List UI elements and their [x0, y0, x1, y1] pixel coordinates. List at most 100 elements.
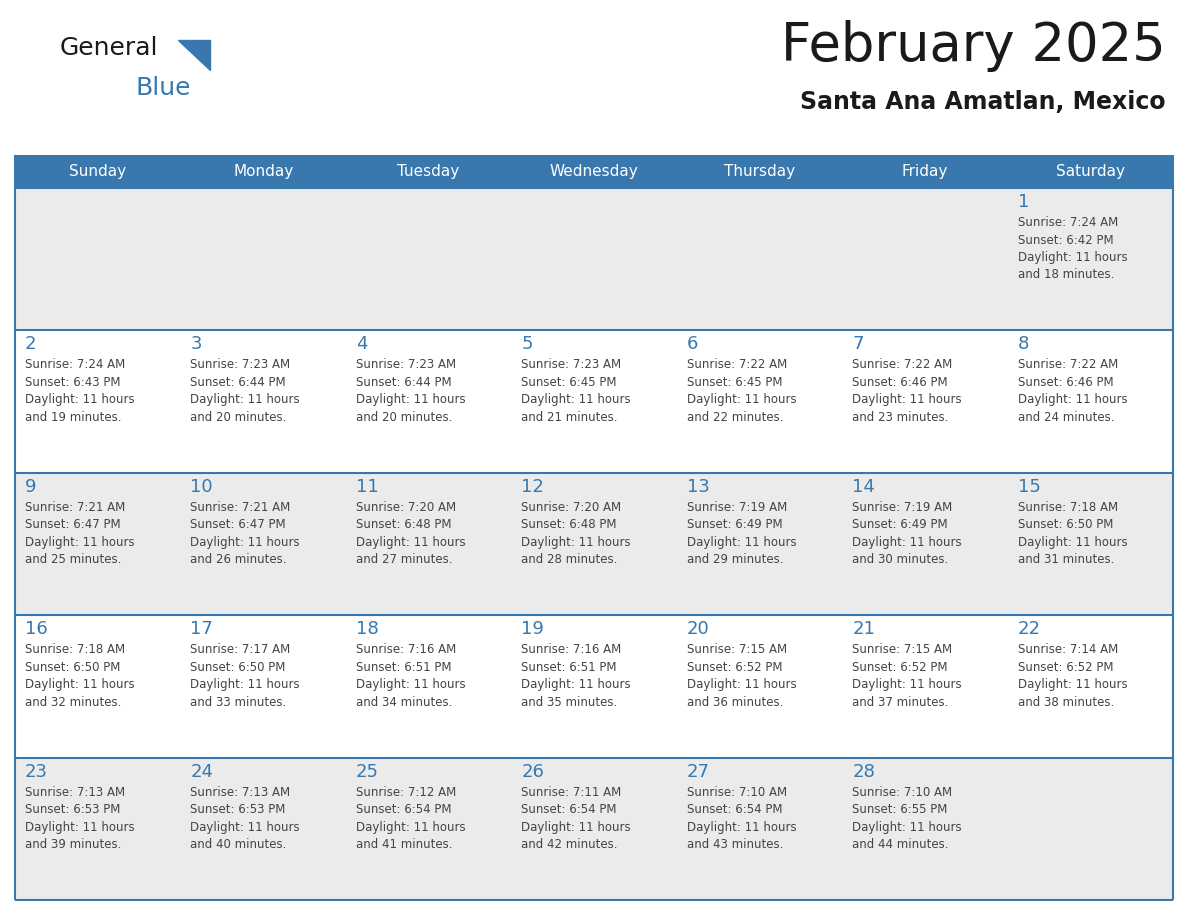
Text: Daylight: 11 hours: Daylight: 11 hours: [190, 821, 301, 834]
Text: and 43 minutes.: and 43 minutes.: [687, 838, 783, 851]
Text: Daylight: 11 hours: Daylight: 11 hours: [687, 678, 796, 691]
Bar: [1007, 473, 1173, 615]
Text: and 38 minutes.: and 38 minutes.: [1018, 696, 1114, 709]
Text: Monday: Monday: [233, 164, 293, 179]
Text: Sunset: 6:52 PM: Sunset: 6:52 PM: [1018, 661, 1113, 674]
Text: and 28 minutes.: and 28 minutes.: [522, 554, 618, 566]
Text: Daylight: 11 hours: Daylight: 11 hours: [522, 678, 631, 691]
Text: Saturday: Saturday: [1056, 164, 1125, 179]
Text: Sunset: 6:53 PM: Sunset: 6:53 PM: [25, 803, 120, 816]
Bar: [511, 473, 677, 615]
Text: Sunrise: 7:14 AM: Sunrise: 7:14 AM: [1018, 644, 1118, 656]
Text: Daylight: 11 hours: Daylight: 11 hours: [1018, 678, 1127, 691]
Bar: [511, 330, 677, 473]
Text: 13: 13: [687, 477, 709, 496]
Text: and 32 minutes.: and 32 minutes.: [25, 696, 121, 709]
Text: Tuesday: Tuesday: [398, 164, 460, 179]
Bar: [842, 188, 1007, 330]
Text: General: General: [61, 36, 158, 60]
Text: Sunrise: 7:23 AM: Sunrise: 7:23 AM: [190, 358, 291, 372]
Text: Sunrise: 7:17 AM: Sunrise: 7:17 AM: [190, 644, 291, 656]
Text: 6: 6: [687, 335, 699, 353]
Text: Sunset: 6:47 PM: Sunset: 6:47 PM: [190, 519, 286, 532]
Text: Sunrise: 7:10 AM: Sunrise: 7:10 AM: [687, 786, 786, 799]
Text: and 36 minutes.: and 36 minutes.: [687, 696, 783, 709]
Text: Daylight: 11 hours: Daylight: 11 hours: [687, 394, 796, 407]
Text: 3: 3: [190, 335, 202, 353]
Text: Sunrise: 7:19 AM: Sunrise: 7:19 AM: [687, 501, 786, 514]
Text: and 22 minutes.: and 22 minutes.: [687, 411, 783, 424]
Text: Daylight: 11 hours: Daylight: 11 hours: [356, 821, 466, 834]
Text: Sunset: 6:47 PM: Sunset: 6:47 PM: [25, 519, 121, 532]
Text: Daylight: 11 hours: Daylight: 11 hours: [1018, 536, 1127, 549]
Text: and 26 minutes.: and 26 minutes.: [190, 554, 287, 566]
Text: Daylight: 11 hours: Daylight: 11 hours: [25, 536, 134, 549]
Text: 14: 14: [852, 477, 876, 496]
Text: Daylight: 11 hours: Daylight: 11 hours: [356, 678, 466, 691]
Text: and 42 minutes.: and 42 minutes.: [522, 838, 618, 851]
Bar: [511, 188, 677, 330]
Text: and 24 minutes.: and 24 minutes.: [1018, 411, 1114, 424]
Text: Sunset: 6:52 PM: Sunset: 6:52 PM: [687, 661, 782, 674]
Bar: [842, 330, 1007, 473]
Bar: [15, 757, 181, 900]
Text: and 27 minutes.: and 27 minutes.: [356, 554, 453, 566]
Bar: [677, 473, 842, 615]
Text: Daylight: 11 hours: Daylight: 11 hours: [852, 821, 962, 834]
Text: Sunset: 6:42 PM: Sunset: 6:42 PM: [1018, 233, 1113, 247]
Text: 10: 10: [190, 477, 213, 496]
Bar: [181, 188, 346, 330]
Text: and 34 minutes.: and 34 minutes.: [356, 696, 453, 709]
Text: Sunset: 6:49 PM: Sunset: 6:49 PM: [852, 519, 948, 532]
Text: Santa Ana Amatlan, Mexico: Santa Ana Amatlan, Mexico: [801, 90, 1165, 114]
Text: 25: 25: [356, 763, 379, 780]
Text: Sunrise: 7:15 AM: Sunrise: 7:15 AM: [687, 644, 786, 656]
Text: 18: 18: [356, 621, 379, 638]
Bar: [181, 330, 346, 473]
Bar: [15, 473, 181, 615]
Text: Sunset: 6:52 PM: Sunset: 6:52 PM: [852, 661, 948, 674]
Text: Daylight: 11 hours: Daylight: 11 hours: [25, 394, 134, 407]
Bar: [511, 615, 677, 757]
Text: Friday: Friday: [902, 164, 948, 179]
Text: Sunrise: 7:21 AM: Sunrise: 7:21 AM: [25, 501, 125, 514]
Text: Daylight: 11 hours: Daylight: 11 hours: [25, 678, 134, 691]
Bar: [677, 615, 842, 757]
Text: Sunset: 6:51 PM: Sunset: 6:51 PM: [522, 661, 617, 674]
Bar: [15, 615, 181, 757]
Text: 22: 22: [1018, 621, 1041, 638]
Text: Sunrise: 7:12 AM: Sunrise: 7:12 AM: [356, 786, 456, 799]
Text: Sunrise: 7:13 AM: Sunrise: 7:13 AM: [25, 786, 125, 799]
Bar: [346, 330, 511, 473]
Bar: [1007, 615, 1173, 757]
Text: Sunrise: 7:24 AM: Sunrise: 7:24 AM: [1018, 216, 1118, 229]
Text: Daylight: 11 hours: Daylight: 11 hours: [522, 821, 631, 834]
Text: 15: 15: [1018, 477, 1041, 496]
Bar: [15, 330, 181, 473]
Bar: [842, 615, 1007, 757]
Text: Sunset: 6:50 PM: Sunset: 6:50 PM: [190, 661, 286, 674]
Text: Daylight: 11 hours: Daylight: 11 hours: [852, 536, 962, 549]
Text: Sunrise: 7:22 AM: Sunrise: 7:22 AM: [852, 358, 953, 372]
Bar: [346, 615, 511, 757]
Text: 8: 8: [1018, 335, 1029, 353]
Text: Sunset: 6:44 PM: Sunset: 6:44 PM: [356, 375, 451, 389]
Text: and 29 minutes.: and 29 minutes.: [687, 554, 783, 566]
Text: February 2025: February 2025: [782, 20, 1165, 72]
Text: 26: 26: [522, 763, 544, 780]
Text: Daylight: 11 hours: Daylight: 11 hours: [356, 394, 466, 407]
Text: Daylight: 11 hours: Daylight: 11 hours: [356, 536, 466, 549]
Text: Sunset: 6:46 PM: Sunset: 6:46 PM: [1018, 375, 1113, 389]
Text: Daylight: 11 hours: Daylight: 11 hours: [190, 536, 301, 549]
Text: and 41 minutes.: and 41 minutes.: [356, 838, 453, 851]
Text: Blue: Blue: [135, 76, 190, 100]
Text: 1: 1: [1018, 193, 1029, 211]
Text: and 20 minutes.: and 20 minutes.: [356, 411, 453, 424]
Text: 23: 23: [25, 763, 48, 780]
Bar: [677, 188, 842, 330]
Text: Sunrise: 7:18 AM: Sunrise: 7:18 AM: [1018, 501, 1118, 514]
Text: Sunset: 6:51 PM: Sunset: 6:51 PM: [356, 661, 451, 674]
Bar: [15, 155, 1173, 188]
Text: Thursday: Thursday: [723, 164, 795, 179]
Polygon shape: [178, 40, 210, 70]
